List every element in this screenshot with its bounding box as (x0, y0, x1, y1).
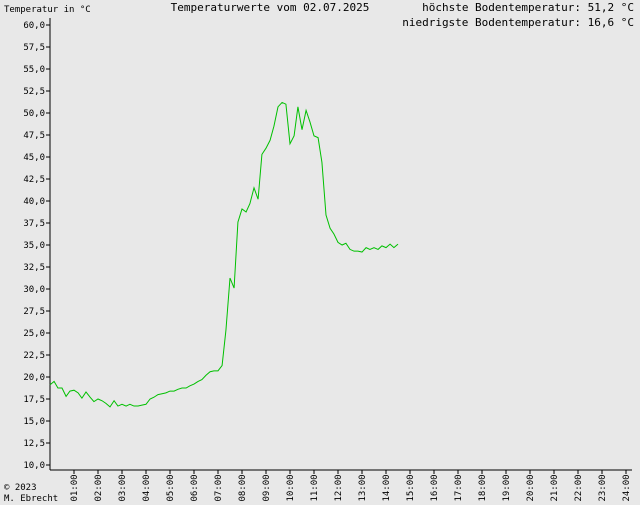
y-tick-label: 15,0 (23, 417, 45, 427)
x-tick-label: 07:00 (214, 474, 224, 501)
data-line (49, 101, 399, 408)
x-tick-label: 23:00 (598, 474, 608, 501)
x-tick-label: 11:00 (310, 474, 320, 501)
x-tick-label: 06:00 (190, 474, 200, 501)
x-tick-label: 13:00 (358, 474, 368, 501)
y-tick-label: 57,5 (23, 43, 45, 53)
x-tick-label: 24:00 (622, 474, 632, 501)
y-tick-label: 45,0 (23, 153, 45, 163)
y-tick-label: 25,0 (23, 329, 45, 339)
x-tick-label: 22:00 (574, 474, 584, 501)
x-tick-label: 19:00 (502, 474, 512, 501)
annotation: höchste Bodentemperatur: 51,2 °C (422, 1, 634, 14)
x-tick-label: 02:00 (94, 474, 104, 501)
x-tick-label: 18:00 (478, 474, 488, 501)
y-tick-label: 55,0 (23, 65, 45, 75)
x-tick-label: 03:00 (118, 474, 128, 501)
y-tick-label: 17,5 (23, 395, 45, 405)
y-tick-label: 20,0 (23, 373, 45, 383)
x-tick-label: 05:00 (166, 474, 176, 501)
x-tick-label: 01:00 (70, 474, 80, 501)
x-tick-label: 21:00 (550, 474, 560, 501)
y-tick-label: 12,5 (23, 439, 45, 449)
x-tick-label: 15:00 (406, 474, 416, 501)
x-tick-label: 10:00 (286, 474, 296, 501)
x-tick-label: 17:00 (454, 474, 464, 501)
y-tick-label: 35,0 (23, 241, 45, 251)
x-tick-label: 09:00 (262, 474, 272, 501)
y-tick-label: 52,5 (23, 87, 45, 97)
y-tick-label: 30,0 (23, 285, 45, 295)
y-tick-label: 27,5 (23, 307, 45, 317)
annotation: niedrigste Bodentemperatur: 16,6 °C (402, 16, 634, 29)
y-tick-label: 22,5 (23, 351, 45, 361)
x-tick-label: 14:00 (382, 474, 392, 501)
y-tick-label: 32,5 (23, 263, 45, 273)
footer: M. Ebrecht (4, 494, 58, 504)
x-tick-label: 04:00 (142, 474, 152, 501)
footer: © 2023 (4, 483, 37, 493)
y-tick-label: 40,0 (23, 197, 45, 207)
x-tick-label: 12:00 (334, 474, 344, 501)
y-tick-label: 50,0 (23, 109, 45, 119)
y-tick-label: 37,5 (23, 219, 45, 229)
y-tick-label: 60,0 (23, 21, 45, 31)
x-tick-label: 16:00 (430, 474, 440, 501)
y-tick-label: 42,5 (23, 175, 45, 185)
y-tick-label: 10,0 (23, 461, 45, 471)
chart-title: Temperaturwerte vom 02.07.2025 (171, 1, 370, 14)
y-axis-label: Temperatur in °C (4, 5, 91, 15)
x-tick-label: 20:00 (526, 474, 536, 501)
y-tick-label: 47,5 (23, 131, 45, 141)
x-tick-label: 08:00 (238, 474, 248, 501)
